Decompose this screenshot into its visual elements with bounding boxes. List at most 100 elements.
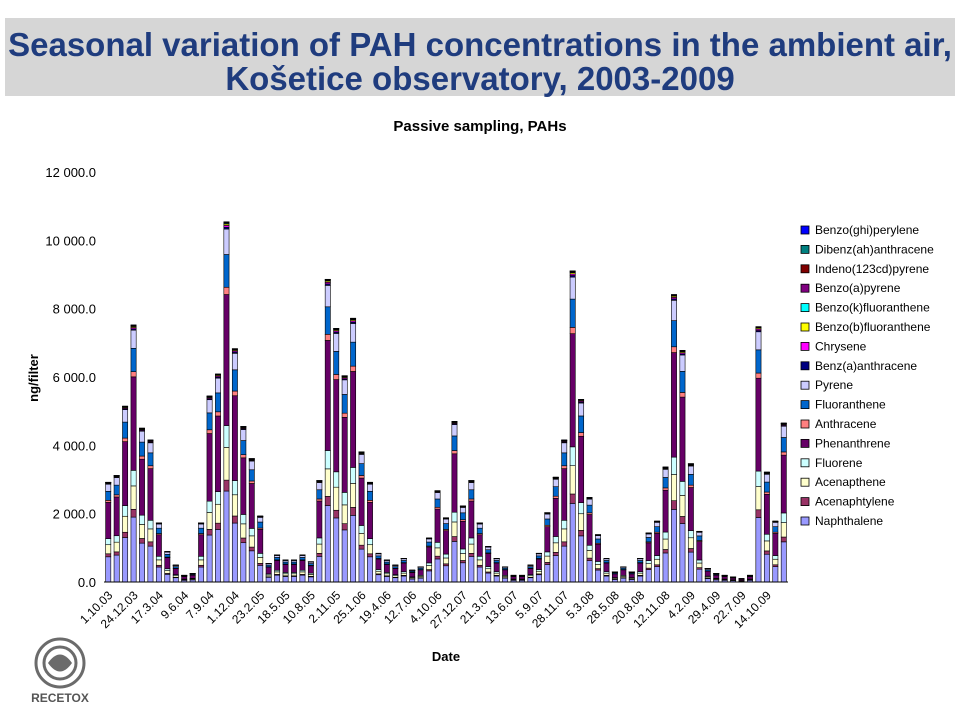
bar-stack [637,558,644,583]
y-tick-label: 6 000.0 [53,370,96,385]
bar-segment [434,558,441,583]
bar-segment [316,552,323,557]
bar-segment [307,565,314,574]
bar-segment [671,474,677,501]
bar-segment [459,507,466,514]
bar-stack [443,517,449,583]
bar-segment [687,487,694,531]
bar-segment [122,421,129,439]
bar-segment [687,548,694,553]
bar-segment [535,553,542,557]
bar-segment [535,574,542,583]
legend-swatch [800,497,810,507]
bar-segment [206,429,213,434]
bar-stack [763,471,770,583]
bar-segment [434,547,441,557]
legend-label: Benzo(a)pyrene [815,281,901,295]
legend-swatch [800,244,810,254]
bar-segment [662,469,669,478]
bar-segment [468,543,475,554]
bar-segment [215,415,221,492]
bar-segment [426,541,433,547]
bar-segment [215,392,221,413]
bar-segment [316,482,323,491]
bar-stack [645,532,652,583]
bar-segment [527,577,534,583]
bar-segment [130,508,137,518]
bar-segment [459,548,466,554]
bar-stack [628,571,635,583]
legend-label: Fluorene [815,456,863,470]
bar-segment [105,544,112,555]
bar-segment [654,566,661,583]
bar-stack [747,574,753,583]
bar-segment [755,486,762,511]
bar-segment [350,467,357,484]
bar-segment [400,560,407,563]
bar-segment [400,575,407,583]
bar-segment [468,500,475,539]
bar-stack [519,574,525,583]
legend-swatch [800,264,810,274]
bar-segment [223,294,230,426]
bar-stack [696,530,703,583]
bar-segment [333,509,340,519]
bar-segment [375,558,382,570]
bar-segment [696,559,703,564]
bar-segment [206,399,213,414]
bar-segment [155,534,162,557]
bar-segment [231,494,238,517]
bar-segment [679,495,686,517]
bar-segment [561,541,568,547]
bar-segment [679,371,686,393]
bar-segment [291,573,297,577]
bar-segment [459,560,466,564]
bar-segment [662,552,669,583]
bar-segment [780,425,787,438]
bar-segment [755,377,762,472]
bar-stack [569,270,576,583]
bar-segment [561,528,568,543]
legend-item: Chrysene [800,339,867,353]
bar-stack [324,278,331,583]
bar-segment [426,570,433,583]
bar-stack [223,221,230,583]
bar-segment [763,533,770,542]
bar-stack [493,558,500,583]
bar-segment [704,570,711,577]
bar-segment [223,286,230,295]
bar-segment [426,562,433,566]
legend-item: Pyrene [800,378,853,392]
bar-stack [544,512,551,583]
bar-stack [772,520,779,583]
bar-segment [662,538,669,550]
bar-segment [595,535,601,540]
bar-segment [341,394,348,414]
bar-segment [654,558,661,566]
bar-segment [392,568,399,575]
bar-segment [164,554,171,558]
legend: Benzo(ghi)perylene Dibenz(ah)anthracene In… [800,223,934,528]
legend-label: Indeno(123cd)pyrene [815,262,929,276]
legend-label: Fluoranthene [815,398,886,412]
legend-label: Pyrene [815,378,853,392]
bar-segment [155,523,162,529]
bar-segment [426,546,433,564]
bar-segment [358,533,365,546]
bar-segment [400,572,407,576]
bar-segment [552,542,559,553]
bar-stack [375,552,382,583]
bar-segment [468,556,475,583]
legend-label: Naphthalene [815,514,883,528]
bar-segment [147,468,154,521]
bar-stack [172,564,179,583]
bar-segment [122,441,129,506]
bar-segment [350,507,357,516]
bar-segment [552,536,559,544]
bar-stack [282,559,289,583]
bar-segment [223,490,230,583]
bar-segment [763,540,770,552]
bar-segment [324,306,331,335]
bar-segment [265,566,272,575]
bar-segment [485,546,492,551]
